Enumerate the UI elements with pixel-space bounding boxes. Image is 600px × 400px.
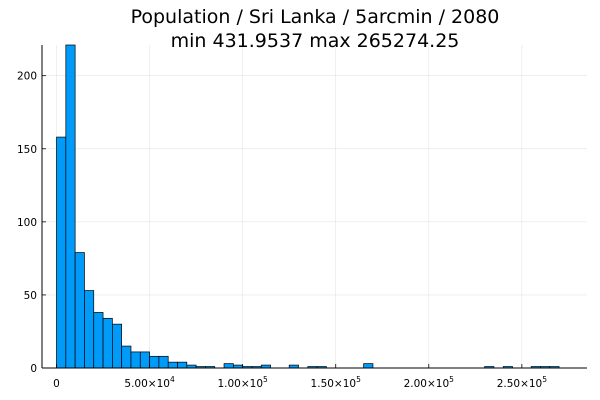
- histogram-bar: [139, 351, 150, 369]
- histogram-bar: [93, 312, 104, 369]
- plot-axes: [41, 45, 587, 369]
- histogram-bar: [74, 252, 85, 369]
- histogram-bar: [130, 351, 141, 369]
- histogram-bar: [121, 345, 132, 369]
- y-tick-label: 50: [24, 290, 37, 302]
- x-tick-label: 2.00×105: [404, 375, 455, 390]
- x-axis-ticks: 0 5.00×104 1.00×105 1.50×105 2.00×105 2.50×10…: [53, 364, 547, 390]
- y-tick-label: 150: [17, 144, 37, 156]
- grid-lines: [42, 45, 587, 369]
- histogram-bar: [102, 317, 113, 369]
- histogram-bar: [112, 323, 123, 369]
- y-tick-label: 0: [30, 363, 37, 375]
- x-tick-label: 1.00×105: [217, 375, 268, 390]
- histogram-bar: [223, 363, 234, 369]
- chart-title: Population / Sri Lanka / 5arcmin / 2080: [131, 6, 500, 28]
- x-tick-label: 2.50×105: [497, 375, 548, 390]
- y-tick-label: 100: [17, 217, 37, 229]
- x-tick-label: 0: [53, 378, 60, 390]
- histogram-bars: [56, 44, 560, 369]
- histogram-bar: [158, 355, 169, 369]
- histogram-bar: [177, 361, 188, 369]
- histogram-bar: [84, 290, 95, 369]
- x-tick-label: 5.00×104: [124, 375, 175, 390]
- x-tick-label: 1.50×105: [311, 375, 362, 390]
- y-axis-ticks: 0 50 100 150 200: [17, 71, 46, 375]
- chart-subtitle: min 431.9537 max 265274.25: [171, 30, 460, 52]
- histogram-bar: [167, 361, 178, 369]
- histogram-bar: [149, 355, 160, 369]
- y-tick-label: 200: [17, 71, 37, 83]
- histogram-bar: [65, 44, 76, 369]
- histogram-bar: [56, 136, 67, 369]
- histogram-bar: [363, 363, 374, 369]
